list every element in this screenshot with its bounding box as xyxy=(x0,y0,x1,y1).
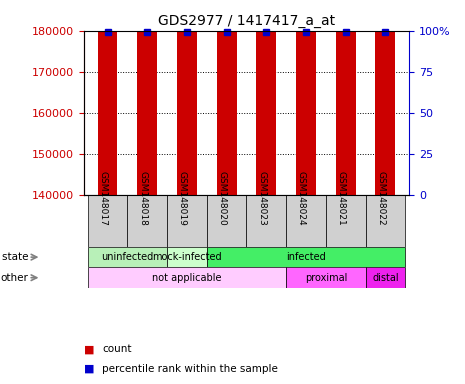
FancyBboxPatch shape xyxy=(88,267,286,288)
Text: GSM148022: GSM148022 xyxy=(376,170,385,225)
Text: disease state: disease state xyxy=(0,252,28,262)
Title: GDS2977 / 1417417_a_at: GDS2977 / 1417417_a_at xyxy=(158,14,335,28)
FancyBboxPatch shape xyxy=(127,195,167,247)
Text: proximal: proximal xyxy=(305,273,347,283)
Text: GSM148018: GSM148018 xyxy=(138,170,147,225)
Text: GSM148024: GSM148024 xyxy=(297,170,306,225)
Bar xyxy=(98,0,118,195)
FancyBboxPatch shape xyxy=(88,195,127,247)
Text: count: count xyxy=(102,344,132,354)
Text: not applicable: not applicable xyxy=(152,273,222,283)
Text: ■: ■ xyxy=(84,364,94,374)
FancyBboxPatch shape xyxy=(88,247,167,267)
Text: mock-infected: mock-infected xyxy=(152,252,222,262)
Bar xyxy=(137,0,157,195)
Text: GSM148017: GSM148017 xyxy=(99,170,107,225)
FancyBboxPatch shape xyxy=(246,195,286,247)
FancyBboxPatch shape xyxy=(286,195,326,247)
Bar xyxy=(177,0,197,195)
FancyBboxPatch shape xyxy=(365,267,405,288)
FancyBboxPatch shape xyxy=(207,247,405,267)
Text: GSM148023: GSM148023 xyxy=(257,170,266,225)
Bar xyxy=(375,0,395,195)
Bar xyxy=(217,0,237,195)
Text: uninfected: uninfected xyxy=(101,252,153,262)
FancyBboxPatch shape xyxy=(207,195,246,247)
Text: distal: distal xyxy=(372,273,399,283)
Text: other: other xyxy=(0,273,28,283)
Text: GSM148020: GSM148020 xyxy=(218,170,226,225)
Text: percentile rank within the sample: percentile rank within the sample xyxy=(102,364,278,374)
FancyBboxPatch shape xyxy=(167,247,207,267)
FancyBboxPatch shape xyxy=(326,195,365,247)
FancyBboxPatch shape xyxy=(286,267,365,288)
Text: GSM148021: GSM148021 xyxy=(337,170,345,225)
FancyBboxPatch shape xyxy=(365,195,405,247)
Text: GSM148019: GSM148019 xyxy=(178,170,187,225)
Bar xyxy=(256,0,276,195)
FancyBboxPatch shape xyxy=(167,195,207,247)
Text: ■: ■ xyxy=(84,344,94,354)
Bar xyxy=(336,0,356,195)
Bar xyxy=(296,0,316,195)
Text: infected: infected xyxy=(286,252,326,262)
